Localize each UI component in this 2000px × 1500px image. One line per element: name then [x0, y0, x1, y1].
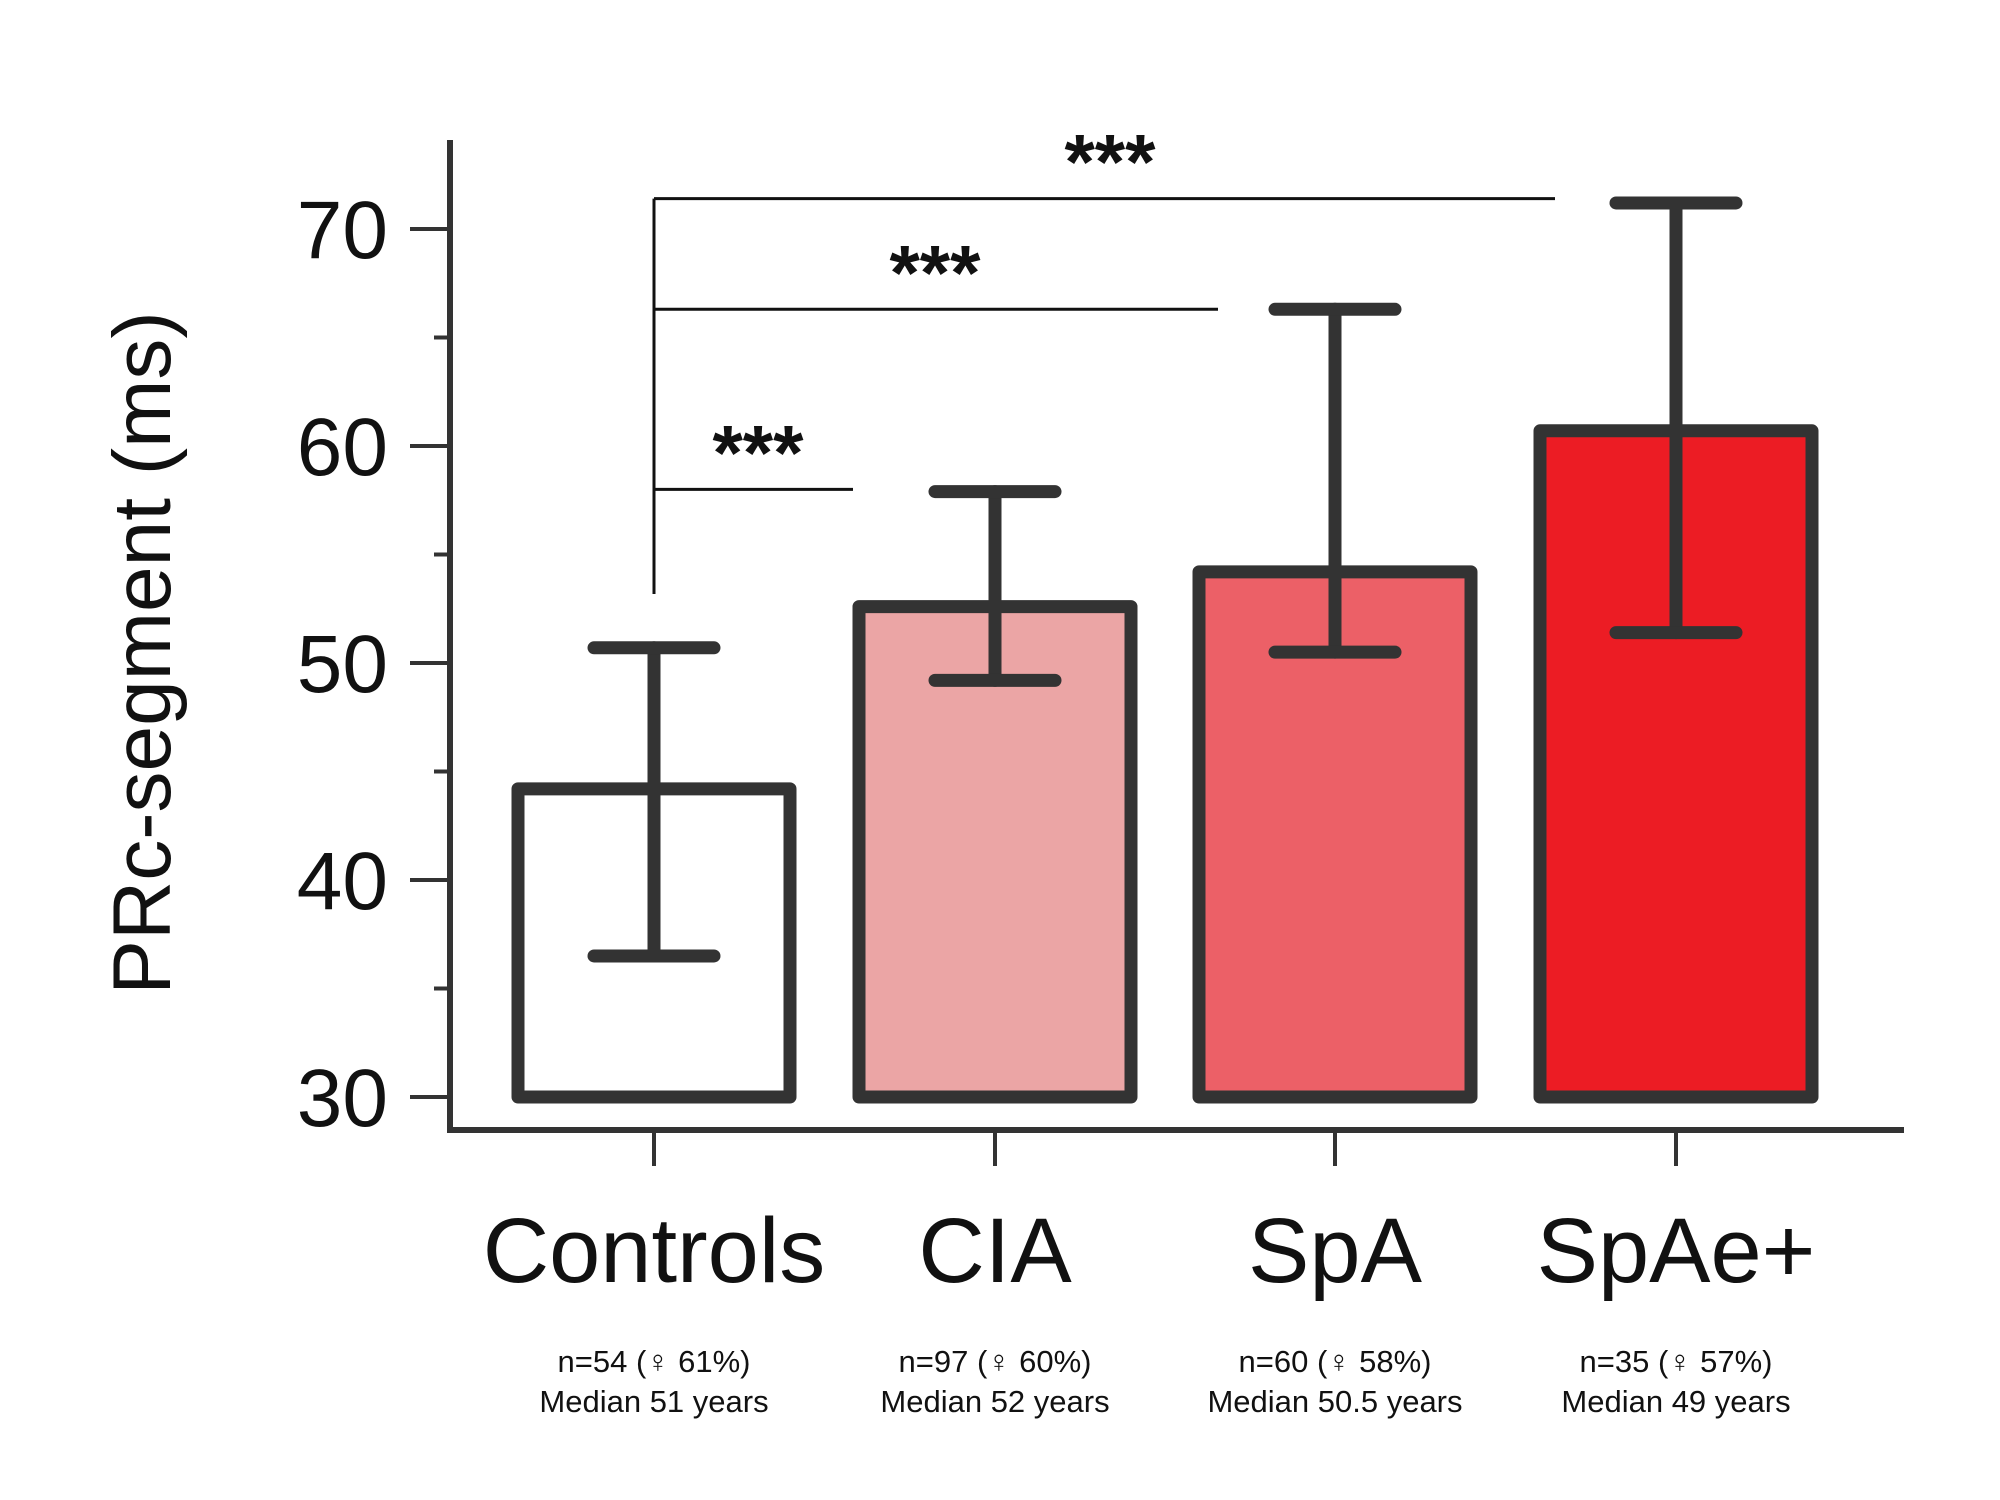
significance-layer: *** *** *** [652, 118, 1555, 594]
x-category-label: Controls [483, 1200, 826, 1302]
y-tick-label: 40 [297, 836, 388, 927]
x-ticks-layer [652, 1133, 1678, 1166]
significance-label: *** [1064, 118, 1156, 206]
x-category-label: CIA [918, 1200, 1072, 1302]
y-tick-label: 60 [297, 402, 388, 493]
x-category-label: SpAe+ [1537, 1200, 1816, 1302]
group-age-info: Median 49 years [1561, 1384, 1790, 1419]
group-age-info: Median 52 years [880, 1384, 1109, 1419]
error-bars-layer [587, 196, 1743, 963]
group-age-info: Median 51 years [539, 1384, 768, 1419]
group-sample-info: n=54 (♀ 61%) [558, 1344, 751, 1379]
bars-layer [511, 424, 1819, 1104]
category-labels-layer: Controls n=54 (♀ 61%) Median 51 years CIA n=… [483, 1200, 1816, 1419]
significance-label: *** [712, 408, 804, 496]
error-bar [1268, 302, 1402, 659]
y-tick-label: 30 [297, 1053, 388, 1144]
error-bar [587, 641, 721, 963]
group-sample-info: n=97 (♀ 60%) [899, 1344, 1092, 1379]
bar-cia [852, 600, 1138, 1104]
y-axis-title: PRc-segment (ms) [97, 311, 188, 994]
x-category-label: SpA [1248, 1200, 1423, 1302]
error-bar [928, 485, 1062, 687]
y-tick-label: 50 [297, 619, 388, 710]
bar-spae- [1533, 424, 1819, 1104]
group-sample-info: n=35 (♀ 57%) [1580, 1344, 1773, 1379]
y-tick-label: 70 [297, 185, 388, 276]
group-age-info: Median 50.5 years [1207, 1384, 1462, 1419]
y-ticks-layer: 30 40 50 60 70 [297, 185, 450, 1144]
significance-label: *** [889, 228, 981, 316]
axes-layer [447, 140, 1904, 1133]
group-sample-info: n=60 (♀ 58%) [1239, 1344, 1432, 1379]
error-bar [1609, 196, 1743, 640]
